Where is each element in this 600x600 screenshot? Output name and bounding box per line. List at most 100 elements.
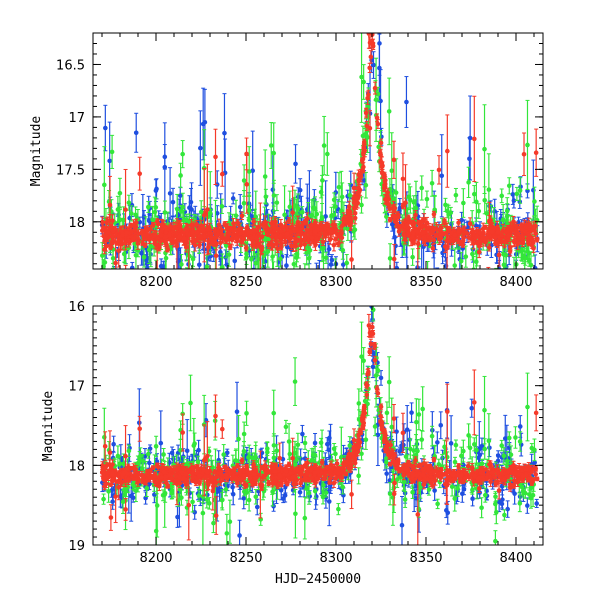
data-point — [244, 463, 249, 469]
data-point — [292, 357, 298, 406]
data-point — [359, 33, 364, 123]
data-point — [493, 530, 498, 545]
data-point — [167, 167, 173, 220]
data-point — [483, 234, 489, 243]
data-point — [161, 260, 166, 269]
y-tick-label: 16.5 — [56, 58, 85, 73]
top-y-axis-label: Magnitude — [29, 116, 44, 187]
data-point — [448, 206, 454, 219]
data-point — [532, 186, 537, 217]
x-tick-label: 8200 — [139, 551, 172, 566]
data-point — [441, 231, 446, 237]
data-point — [222, 93, 227, 174]
data-point — [482, 438, 488, 460]
data-point — [429, 169, 435, 197]
data-point — [330, 220, 336, 229]
data-point — [414, 398, 419, 447]
data-point — [302, 496, 308, 540]
data-point — [300, 424, 305, 444]
data-point — [414, 227, 420, 236]
data-point — [325, 221, 330, 229]
y-tick-label: 19 — [68, 539, 85, 554]
data-point — [415, 240, 420, 269]
data-point — [502, 509, 507, 521]
data-point — [361, 64, 366, 100]
data-point — [164, 466, 169, 471]
data-point — [507, 240, 513, 254]
data-point — [194, 478, 200, 485]
data-point — [525, 99, 530, 191]
data-point — [123, 168, 128, 251]
data-point — [237, 519, 242, 545]
data-point — [286, 217, 292, 225]
data-point — [179, 253, 184, 269]
data-point — [191, 235, 197, 245]
data-point — [534, 498, 539, 508]
data-point — [141, 246, 147, 268]
data-point — [293, 144, 298, 184]
data-point — [472, 95, 477, 183]
data-point — [407, 429, 412, 450]
data-point — [297, 178, 303, 203]
data-point — [325, 132, 330, 176]
data-point — [387, 204, 393, 213]
top-panel: Magnitude 8200 8250 8300 8350 8400 16.5 17 17.5… — [29, 32, 544, 348]
data-point — [375, 86, 381, 102]
data-point — [472, 185, 477, 204]
data-point — [163, 230, 169, 243]
data-point — [458, 251, 464, 269]
data-point — [274, 194, 280, 212]
data-point — [198, 200, 204, 224]
data-points-group — [99, 306, 540, 545]
data-point — [461, 188, 466, 218]
data-point — [533, 128, 539, 177]
data-point — [101, 493, 106, 505]
data-point — [438, 411, 444, 440]
data-point — [127, 434, 132, 462]
data-point — [154, 178, 159, 200]
data-point — [342, 214, 348, 227]
x-tick-label: 8300 — [319, 275, 352, 290]
x-tick-label: 8250 — [229, 275, 262, 290]
data-point — [216, 273, 221, 348]
data-point — [103, 104, 108, 152]
data-point — [213, 128, 218, 186]
data-point — [352, 211, 358, 225]
data-point — [146, 201, 151, 213]
data-point — [534, 236, 540, 243]
data-point — [486, 266, 491, 269]
data-point — [212, 227, 218, 234]
data-point — [336, 503, 341, 516]
data-point — [331, 192, 337, 208]
data-point — [238, 236, 244, 247]
data-point — [219, 198, 225, 214]
data-point — [367, 349, 373, 355]
data-point — [409, 402, 414, 423]
data-point — [419, 175, 425, 201]
data-point — [419, 430, 425, 450]
data-point — [190, 474, 195, 480]
data-point — [244, 155, 250, 214]
data-point — [462, 226, 468, 239]
data-point — [442, 240, 448, 253]
data-point — [133, 112, 139, 153]
data-point — [533, 394, 539, 432]
data-point — [284, 228, 290, 240]
data-point — [482, 186, 488, 215]
data-point — [223, 221, 229, 231]
data-point — [333, 258, 338, 269]
data-point — [204, 255, 210, 269]
data-point — [435, 431, 440, 454]
data-point — [363, 429, 369, 450]
data-point — [137, 156, 143, 191]
data-point — [180, 413, 186, 452]
data-point — [349, 240, 354, 269]
data-point — [298, 240, 303, 251]
data-point — [294, 223, 300, 234]
data-point — [506, 468, 512, 474]
data-point — [431, 210, 437, 218]
data-point — [220, 253, 225, 269]
data-point — [416, 219, 421, 226]
data-point — [152, 472, 158, 479]
data-point — [221, 444, 226, 466]
